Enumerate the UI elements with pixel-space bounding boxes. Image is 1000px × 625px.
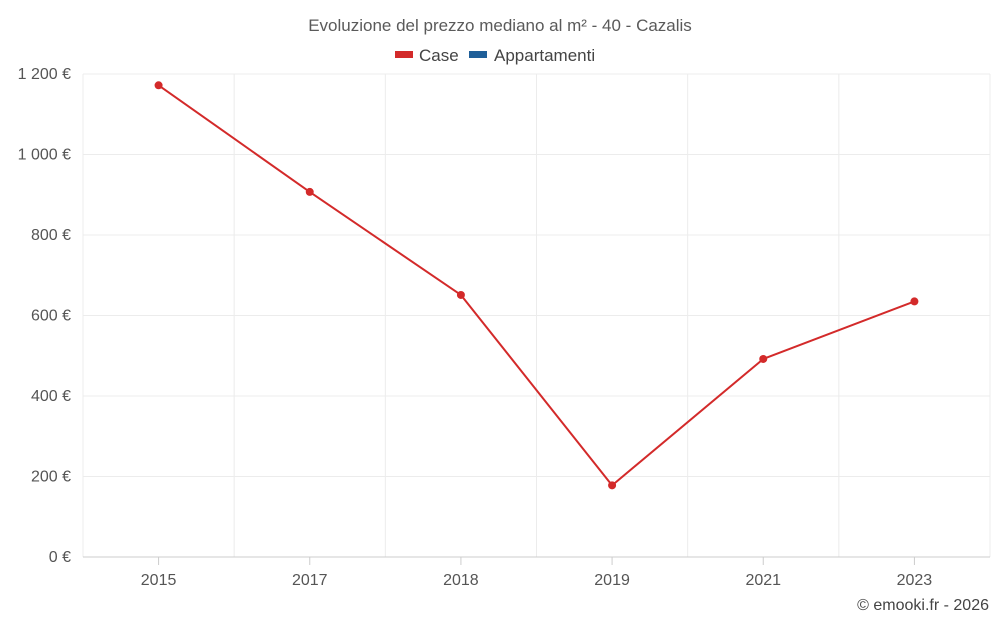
y-tick-label: 200 €: [31, 469, 71, 486]
x-tick-label: 2018: [443, 572, 479, 589]
series-line-case: [158, 84, 915, 487]
y-tick-label: 600 €: [31, 308, 71, 325]
y-tick-label: 800 €: [31, 227, 71, 244]
data-point-case[interactable]: [759, 354, 768, 363]
legend: Case Appartamenti: [395, 46, 595, 65]
legend-label-appartamenti: Appartamenti: [494, 46, 595, 65]
x-tick-label: 2023: [897, 572, 933, 589]
series-group: [154, 81, 919, 490]
data-point-case[interactable]: [154, 81, 163, 90]
chart-title: Evoluzione del prezzo mediano al m² - 40…: [308, 16, 692, 35]
legend-label-case: Case: [419, 46, 459, 65]
x-tick-label: 2017: [292, 572, 328, 589]
legend-swatch-case: [395, 51, 413, 58]
x-gridlines: [82, 74, 991, 557]
y-tick-label: 1 200 €: [18, 66, 71, 83]
x-axis-ticks: 2015 2017 2018 2019 2021 2023: [141, 557, 933, 589]
legend-item-case[interactable]: Case: [395, 46, 459, 65]
x-tick-label: 2015: [141, 572, 177, 589]
data-point-case[interactable]: [608, 481, 617, 490]
y-tick-label: 0 €: [49, 549, 71, 566]
legend-item-appartamenti[interactable]: Appartamenti: [469, 46, 595, 65]
y-axis-ticks: 0 € 200 € 400 € 600 € 800 € 1 000 € 1 200 €: [18, 66, 71, 566]
credit-text: © emooki.fr - 2026: [857, 597, 989, 614]
legend-swatch-appartamenti: [469, 51, 487, 58]
x-tick-label: 2019: [594, 572, 630, 589]
data-point-case[interactable]: [456, 290, 465, 299]
data-point-case[interactable]: [305, 187, 314, 196]
x-tick-label: 2021: [745, 572, 781, 589]
data-point-case[interactable]: [910, 297, 919, 306]
y-tick-label: 1 000 €: [18, 147, 71, 164]
y-tick-label: 400 €: [31, 388, 71, 405]
